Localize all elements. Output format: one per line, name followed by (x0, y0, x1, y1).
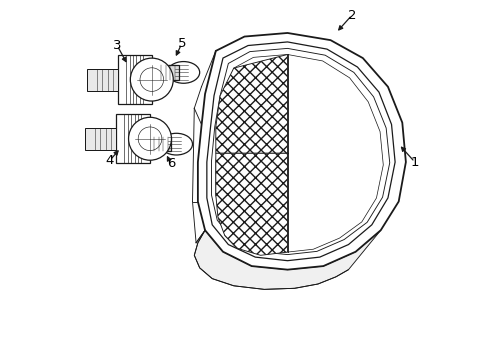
Polygon shape (211, 48, 389, 255)
Text: 6: 6 (166, 157, 175, 170)
Polygon shape (215, 153, 287, 255)
Polygon shape (215, 54, 383, 252)
Polygon shape (85, 128, 116, 150)
Text: 2: 2 (347, 9, 356, 22)
Ellipse shape (167, 62, 199, 83)
Text: 5: 5 (177, 37, 185, 50)
Polygon shape (116, 114, 150, 163)
Polygon shape (153, 137, 171, 151)
Polygon shape (87, 69, 118, 91)
Polygon shape (118, 55, 151, 104)
Text: 3: 3 (113, 39, 121, 52)
Polygon shape (194, 230, 380, 289)
Polygon shape (161, 65, 178, 80)
Circle shape (130, 58, 173, 101)
Text: 4: 4 (105, 154, 114, 167)
Text: 1: 1 (410, 156, 418, 168)
Polygon shape (198, 33, 405, 270)
Polygon shape (206, 42, 394, 261)
Ellipse shape (160, 133, 192, 155)
Polygon shape (215, 54, 287, 153)
Circle shape (128, 117, 171, 160)
